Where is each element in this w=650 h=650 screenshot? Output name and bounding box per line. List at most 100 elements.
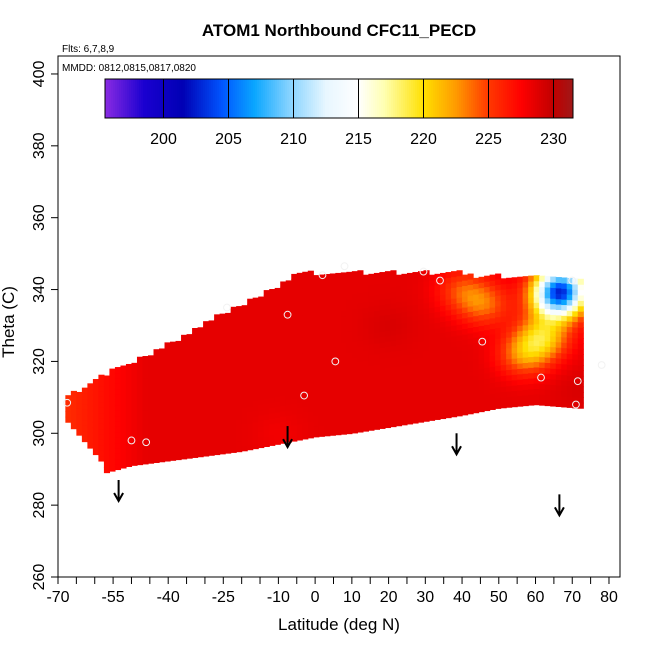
heatmap-cell [197,375,204,382]
heatmap-cell [572,326,579,333]
heatmap-cell [401,316,408,323]
heatmap-cell [120,387,127,394]
heatmap-cell [236,333,243,340]
heatmap-cell [417,287,425,294]
colorbar-cell [549,79,552,118]
heatmap-cell [131,411,138,418]
heatmap-cell [302,341,309,348]
heatmap-cell [263,403,270,410]
heatmap-cell [230,441,237,448]
heatmap-cell [550,298,557,305]
heatmap-cell [225,388,232,395]
heatmap-cell [81,409,88,416]
heatmap-cell [159,423,166,430]
x-axis-label: Latitude (deg N) [278,615,400,634]
heatmap-cell [225,339,232,346]
heatmap-cell [495,359,502,366]
heatmap-cell [533,302,540,309]
heatmap-cell [395,414,403,421]
heatmap-cell [550,384,557,391]
heatmap-cell [236,381,243,388]
heatmap-cell [81,430,88,437]
heatmap-cell [566,326,573,333]
x-tick-label: -70 [46,589,69,606]
heatmap-cell [98,390,105,397]
mmdd-annotation: MMDD: 0812,0815,0817,0820 [62,63,196,74]
colorbar-cell [495,79,498,118]
heatmap-cell [362,414,369,421]
heatmap-cell [517,298,524,305]
heatmap-cell [456,372,463,379]
heatmap-cell [92,443,100,450]
heatmap-cell [192,392,199,399]
heatmap-cell [65,400,72,407]
heatmap-cell [417,395,425,402]
heatmap-cell [406,316,414,323]
heatmap-cell [340,304,347,311]
heatmap-cell [379,401,386,408]
heatmap-cell [247,379,254,386]
colorbar-cell [105,79,108,118]
sample-point [478,337,487,346]
heatmap-cell [335,321,342,328]
heatmap-cell [417,373,425,380]
heatmap-cell [313,377,320,384]
heatmap-cell [478,298,485,305]
heatmap-cell [269,402,276,409]
heatmap-cell [577,391,584,398]
heatmap-cell [131,454,138,461]
heatmap-cell [175,432,182,439]
heatmap-cell [368,381,375,388]
heatmap-cell [219,383,226,390]
heatmap-cell [175,400,182,407]
heatmap-cell [125,434,133,441]
sample-point [142,438,151,447]
heatmap-cell [533,296,540,303]
heatmap-cell [76,429,83,436]
heatmap-cell [511,390,518,397]
heatmap-cell [390,388,397,395]
heatmap-cell [274,417,281,424]
heatmap-cell [219,426,226,433]
heatmap-cell [181,340,188,347]
heatmap-cell [307,276,314,283]
heatmap-cell [280,329,287,336]
colorbar-cell [163,79,166,118]
heatmap-cell [434,300,441,307]
heatmap-cell [434,322,441,329]
heatmap-cell [517,368,524,375]
heatmap-cell [561,347,568,354]
heatmap-cell [225,415,232,422]
heatmap-cell [511,379,518,386]
heatmap-cell [539,388,546,395]
colorbar-cell [165,79,168,118]
heatmap-cell [456,275,463,282]
heatmap-cell [263,381,270,388]
heatmap-cell [120,446,127,453]
colorbar-cell [513,79,516,118]
heatmap-cell [269,434,276,441]
heatmap-cell [225,436,232,443]
heatmap-cell [313,307,320,314]
heatmap-cell [440,289,447,296]
heatmap-cell [462,409,469,416]
heatmap-cell [517,341,524,348]
heatmap-cell [368,338,375,345]
heatmap-cell [147,409,155,416]
heatmap-cell [577,343,584,350]
heatmap-cell [258,436,265,443]
heatmap-cell [92,384,100,391]
heatmap-cell [379,309,386,316]
heatmap-cell [561,282,568,289]
heatmap-cell [192,430,199,437]
heatmap-cell [307,324,314,331]
colorbar-cell [459,79,462,118]
heatmap-cell [412,315,419,322]
heatmap-cell [147,457,155,464]
heatmap-cell [236,327,243,334]
heatmap-cell [142,458,149,465]
heatmap-cell [506,310,513,317]
heatmap-cell [489,387,496,394]
heatmap-cell [120,451,127,458]
colorbar-cell [151,79,154,118]
